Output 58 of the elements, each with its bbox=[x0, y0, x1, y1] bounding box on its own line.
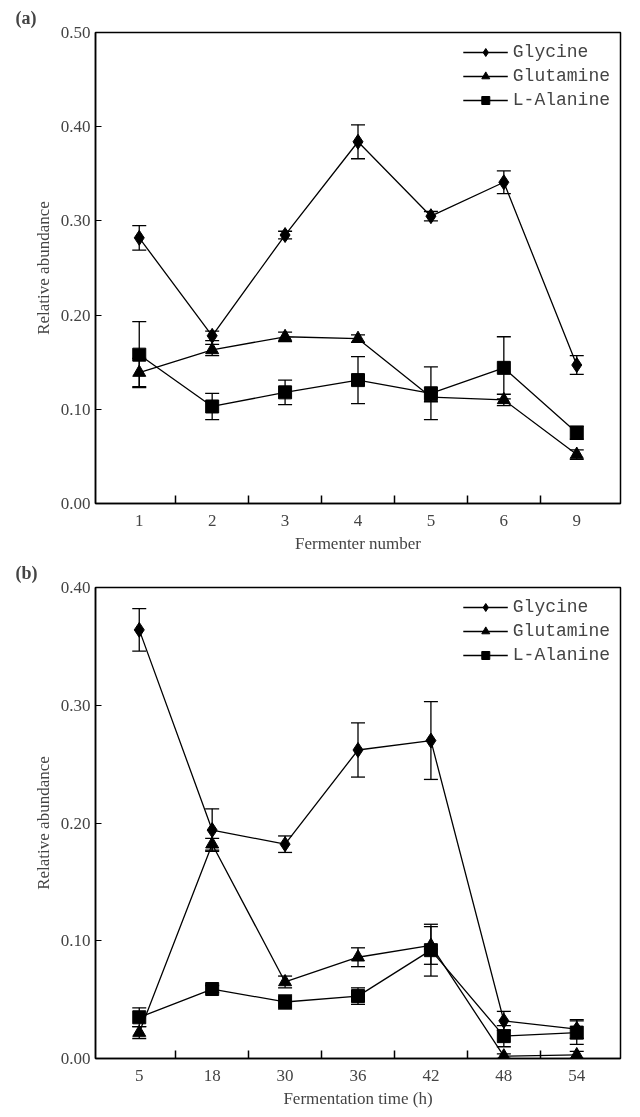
legend-label: Glutamine bbox=[512, 66, 610, 86]
point bbox=[351, 373, 365, 388]
y-tick-label: 0.40 bbox=[60, 578, 91, 597]
legend-label: Glycine bbox=[512, 597, 589, 617]
x-axis-title: Fermenter number bbox=[294, 533, 422, 553]
point bbox=[496, 1048, 511, 1059]
x-tick-label: 2 bbox=[207, 510, 217, 530]
point bbox=[205, 399, 220, 414]
point bbox=[132, 347, 147, 362]
x-tick-label: 4 bbox=[353, 510, 363, 530]
point bbox=[133, 621, 145, 638]
y-tick-label: 0.20 bbox=[60, 305, 91, 325]
point bbox=[569, 1046, 584, 1059]
y-tick-label: 0.20 bbox=[60, 813, 91, 833]
point bbox=[425, 732, 437, 749]
legend-label: Glycine bbox=[512, 42, 589, 62]
x-tick-label: 3 bbox=[280, 510, 290, 530]
point bbox=[206, 822, 218, 839]
point bbox=[279, 227, 291, 244]
point bbox=[498, 174, 510, 191]
point bbox=[351, 330, 365, 343]
point bbox=[496, 1029, 511, 1044]
y-tick-label: 0.00 bbox=[60, 494, 91, 513]
y-tick-label: 0.30 bbox=[60, 695, 91, 715]
x-tick-label: 1 bbox=[135, 510, 144, 530]
point bbox=[351, 949, 365, 962]
point bbox=[423, 943, 438, 958]
x-tick-label: 5 bbox=[426, 510, 436, 530]
y-tick-label: 0.10 bbox=[60, 931, 91, 951]
point bbox=[278, 385, 293, 400]
x-tick-label: 42 bbox=[422, 1065, 440, 1085]
point bbox=[496, 360, 511, 375]
y-tick-label: 0.10 bbox=[60, 399, 91, 419]
point bbox=[569, 1025, 584, 1040]
y-tick-label: 0.30 bbox=[60, 211, 91, 231]
legend-label: L-Alanine bbox=[512, 90, 610, 110]
x-tick-label: 48 bbox=[495, 1065, 513, 1085]
x-tick-label: 6 bbox=[499, 510, 509, 530]
x-tick-label: 9 bbox=[572, 510, 581, 530]
y-tick-label: 0.00 bbox=[60, 1049, 91, 1068]
x-axis-title: Fermentation time (h) bbox=[283, 1088, 433, 1108]
point bbox=[133, 229, 145, 246]
chart-title: (b) bbox=[15, 562, 38, 584]
x-tick-label: 18 bbox=[203, 1065, 221, 1085]
point bbox=[352, 741, 364, 758]
y-tick-label: 0.50 bbox=[60, 23, 91, 42]
point bbox=[352, 133, 364, 150]
y-axis-title: Relative abundance bbox=[33, 201, 53, 335]
chart-title: (a) bbox=[15, 7, 37, 29]
x-tick-label: 5 bbox=[135, 1065, 144, 1085]
x-tick-label: 54 bbox=[568, 1065, 586, 1085]
y-tick-label: 0.40 bbox=[60, 117, 91, 137]
x-tick-label: 30 bbox=[276, 1065, 294, 1085]
x-tick-label: 36 bbox=[349, 1065, 367, 1085]
legend-label: L-Alanine bbox=[512, 645, 610, 665]
legend-label: Glutamine bbox=[512, 621, 610, 641]
point bbox=[132, 364, 147, 377]
y-axis-title: Relative abundance bbox=[33, 756, 53, 890]
